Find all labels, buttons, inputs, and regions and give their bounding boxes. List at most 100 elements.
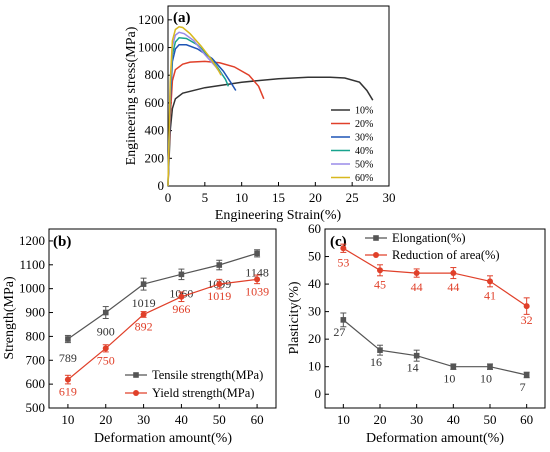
data-point: [377, 267, 383, 274]
y-tick-label: 800: [26, 328, 46, 343]
data-label: 14: [407, 361, 419, 375]
y-tick-label: 1000: [19, 281, 45, 296]
data-label: 45: [374, 277, 386, 291]
panel-b: (b) 10 20 30 40 50 60500600700800900100011001…: [2, 228, 277, 446]
y-tick-label: 0: [158, 178, 165, 193]
data-point: [254, 276, 261, 283]
x-tick-label: 30: [383, 190, 396, 205]
legend-marker: [373, 235, 379, 241]
data-point: [340, 245, 347, 252]
x-tick-label: 15: [272, 190, 285, 205]
x-tick-label: 10: [61, 412, 74, 427]
panel-b-ylabel: Strength(MPa): [2, 276, 17, 360]
x-tick-label: 50: [213, 412, 226, 427]
panel-a-legend: 10% 20% 30% 40% 50% 60%: [331, 106, 373, 184]
legend-label: Tensile strength(MPa): [152, 368, 263, 382]
legend-label: 50%: [355, 160, 373, 171]
data-point: [413, 352, 420, 359]
data-point: [340, 317, 347, 323]
y-tick-label: 1200: [19, 233, 45, 248]
data-label: 892: [135, 319, 153, 333]
x-tick-label: 40: [447, 412, 460, 427]
y-tick-label: 500: [26, 400, 46, 415]
y-tick-label: 600: [145, 95, 165, 110]
panel-b-axes: 10 20 30 40 50 60 500 600 700 800 900 1000 1100 1200: [19, 233, 264, 427]
y-tick-label: 400: [145, 123, 165, 138]
x-tick-label: 25: [346, 190, 359, 205]
y-tick-label: 700: [26, 352, 46, 367]
panel-c-xlabel: Deformation amount(%): [366, 431, 504, 446]
data-label: 750: [97, 353, 115, 367]
legend-label: 40%: [355, 146, 373, 157]
panel-c-legend: Elongation(%) Reduction of area(%): [365, 231, 500, 262]
series-line-0: [167, 76, 374, 187]
legend-label: 30%: [355, 133, 373, 144]
data-point: [65, 336, 71, 342]
data-point: [64, 376, 71, 383]
y-tick-label: 30: [308, 304, 321, 319]
data-point: [523, 372, 530, 378]
data-label: 900: [97, 325, 115, 339]
legend-label: 20%: [355, 119, 373, 130]
y-tick-label: 1000: [138, 40, 164, 55]
data-label: 1019: [207, 289, 231, 303]
panel-c-frame: [324, 228, 546, 409]
y-tick-label: 20: [308, 331, 321, 346]
data-point: [413, 270, 420, 277]
panel-a-axes: 0 5 10 15 20 25 30 0 200 400 600 800 1000 1200: [138, 12, 396, 205]
data-point: [102, 309, 109, 316]
series-line-5: [167, 26, 222, 187]
data-label: 619: [59, 385, 77, 399]
panel-a-xlabel: Engineering Strain(%): [215, 208, 342, 223]
data-label: 32: [521, 313, 533, 327]
data-point: [254, 250, 260, 257]
data-label: 966: [172, 302, 190, 316]
data-point: [450, 363, 457, 370]
data-point: [140, 281, 147, 287]
data-label: 44: [411, 280, 423, 294]
legend-label: Yield strength(MPa): [152, 386, 254, 400]
legend-label: 10%: [355, 106, 373, 117]
y-tick-label: 40: [308, 276, 321, 291]
x-tick-label: 20: [374, 412, 387, 427]
y-tick-label: 900: [26, 305, 46, 320]
panel-c-ylabel: Plasticity(%): [287, 281, 302, 354]
data-point: [140, 311, 147, 318]
data-label: 7: [520, 380, 526, 394]
panel-b-series: 7899001019106010991148619750892966101910…: [59, 249, 269, 399]
series-line-1: [342, 247, 528, 307]
series-line-1: [167, 60, 265, 187]
panel-b-label: (b): [53, 234, 71, 250]
y-tick-label: 1200: [138, 12, 164, 27]
panel-b-frame: [48, 228, 277, 409]
data-label: 27: [333, 325, 345, 339]
data-label: 41: [484, 288, 496, 302]
panel-a-ylabel: Engineering stress(MPa): [124, 26, 139, 165]
x-tick-label: 20: [99, 412, 112, 427]
y-tick-label: 200: [145, 150, 165, 165]
panel-a-series: [167, 26, 374, 187]
data-point: [523, 303, 530, 310]
series-line-0: [67, 252, 258, 340]
x-tick-label: 5: [202, 190, 209, 205]
x-tick-label: 60: [251, 412, 264, 427]
data-label: 10: [443, 372, 455, 386]
data-point: [216, 281, 223, 288]
legend-marker: [373, 252, 379, 258]
data-label: 1039: [245, 284, 269, 298]
y-tick-label: 60: [308, 221, 321, 236]
legend-label: Reduction of area(%): [392, 248, 500, 262]
data-point: [102, 345, 109, 352]
data-label: 1148: [245, 265, 269, 279]
data-point: [178, 271, 185, 278]
y-tick-label: 10: [308, 359, 321, 374]
data-point: [377, 347, 383, 353]
x-tick-label: 10: [235, 190, 248, 205]
data-label: 53: [337, 255, 349, 269]
data-point: [178, 293, 185, 300]
data-point: [450, 270, 457, 277]
legend-marker: [133, 390, 139, 396]
data-point: [487, 363, 493, 370]
